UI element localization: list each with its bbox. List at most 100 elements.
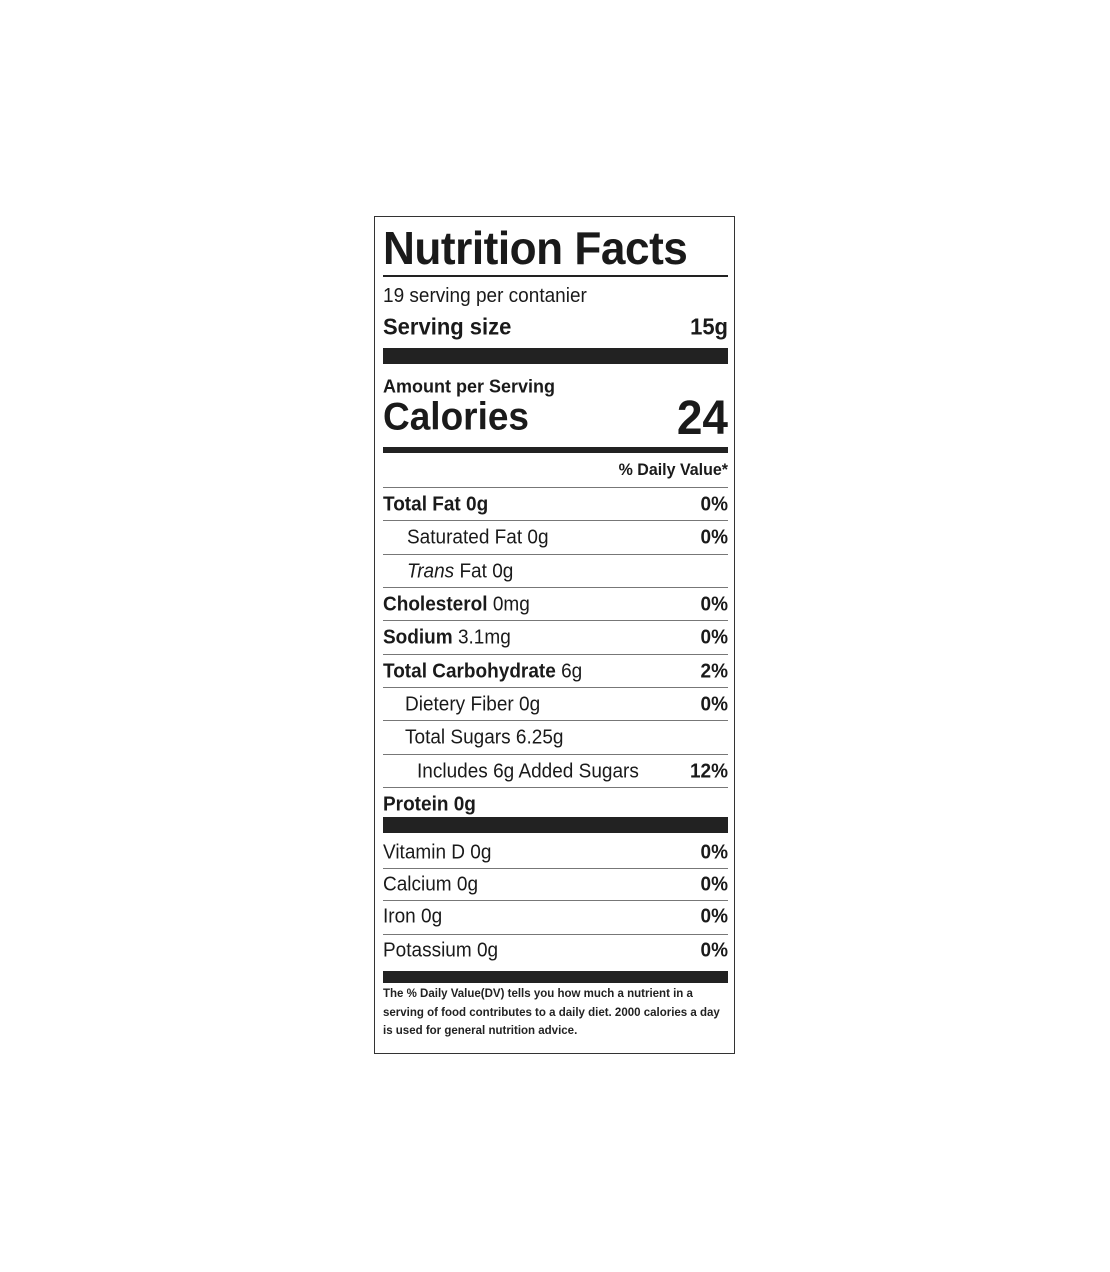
row-divider [383, 787, 728, 788]
vitamin-label: Iron 0g [383, 905, 442, 928]
nutrient-name: Total Carbohydrate [383, 659, 556, 682]
nutrient-label: Cholesterol 0mg [383, 593, 530, 616]
calories-label: Calories [383, 394, 530, 438]
nutrient-amount: 0g [453, 792, 476, 815]
nutrient-row: Includes 6g Added Sugars 12% [383, 755, 728, 788]
nutrient-row: Cholesterol 0mg 0% [383, 588, 728, 621]
footnote: The % Daily Value(DV) tells you how much… [383, 988, 720, 1037]
nutrient-name-italic: Trans [407, 559, 455, 582]
row-divider [383, 620, 728, 621]
nutrient-row: Saturated Fat 0g 0% [383, 521, 728, 554]
row-divider [383, 868, 728, 869]
nutrient-dv: 2% [700, 659, 728, 682]
vitamin-dv: 0% [700, 905, 728, 928]
nutrient-amount: 0g [527, 525, 549, 548]
nutrient-label: Total Carbohydrate 6g [383, 660, 582, 683]
nutrient-amount: 0g [519, 692, 541, 715]
servings-text: 19 serving per contanier [383, 285, 587, 308]
vitamin-name: Vitamin D [383, 841, 466, 864]
daily-value-text: % Daily Value* [618, 461, 728, 480]
vitamin-dv: 0% [700, 939, 728, 962]
vitamin-amount: 0g [456, 873, 479, 896]
vitamin-amount: 0g [470, 841, 492, 864]
nutrient-name: Sodium [383, 625, 453, 648]
serving-size-value: 15g [690, 313, 728, 340]
nutrient-row: Total Fat 0g 0% [383, 488, 728, 521]
calories-row: Calories 24 [383, 390, 728, 445]
nutrient-row: Sodium 3.1mg 0% [383, 621, 728, 654]
nutrient-name: Saturated Fat [407, 525, 523, 548]
vitamin-name: Calcium [383, 873, 452, 896]
serving-size-row: Serving size 15g [383, 312, 728, 341]
nutrient-label: Saturated Fat 0g [407, 526, 549, 549]
row-divider [383, 520, 728, 521]
nutrient-name: Total Fat [383, 492, 461, 515]
row-divider [383, 934, 728, 935]
nutrient-row: Total Sugars 6.25g [383, 721, 728, 754]
nutrient-label: Sodium 3.1mg [383, 626, 511, 649]
nutrient-row: Protein 0g [383, 788, 728, 821]
nutrient-amount: 3.1mg [457, 625, 511, 648]
vitamin-row: Calcium 0g 0% [383, 868, 728, 902]
amount-per-serving: Amount per Serving [383, 373, 728, 398]
nutrient-row: Total Carbohydrate 6g 2% [383, 655, 728, 688]
nutrient-label: Trans Fat 0g [407, 560, 513, 583]
nutrient-dv: 0% [700, 625, 728, 648]
label-title: Nutrition Facts [383, 222, 688, 274]
vitamin-amount: 0g [421, 905, 443, 928]
vitamin-label: Vitamin D 0g [383, 841, 491, 864]
nutrient-name: Dietery Fiber [405, 692, 514, 715]
vitamin-label: Calcium 0g [383, 873, 478, 896]
nutrient-dv: 0% [700, 692, 728, 715]
nutrient-label: Total Sugars 6.25g [405, 726, 563, 749]
nutrient-amount: 0mg [492, 592, 530, 615]
thick-divider [383, 817, 728, 833]
vitamin-name: Potassium [383, 939, 472, 962]
nutrient-dv: 0% [700, 592, 728, 615]
amount-per-serving-text: Amount per Serving [383, 374, 556, 396]
daily-value-header: % Daily Value* [383, 458, 728, 483]
vitamin-row: Potassium 0g 0% [383, 934, 728, 968]
nutrient-amount: 6g [493, 759, 515, 782]
vitamin-dv: 0% [700, 841, 728, 864]
medium-divider [383, 447, 728, 453]
nutrient-dv: 12% [689, 759, 728, 782]
nutrient-name: Fat [459, 559, 487, 582]
nutrient-amount: 6.25g [515, 725, 564, 748]
nutrient-suffix: Added Sugars [518, 759, 639, 782]
vitamin-label: Potassium 0g [383, 939, 498, 962]
nutrient-label: Protein 0g [383, 793, 476, 816]
row-divider [383, 587, 728, 588]
nutrient-dv: 0% [700, 492, 728, 515]
thick-divider [383, 348, 728, 364]
row-divider [383, 554, 728, 555]
row-divider [383, 754, 728, 755]
vitamin-row: Iron 0g 0% [383, 900, 728, 934]
nutrient-amount: 6g [561, 659, 583, 682]
nutrient-row: Dietery Fiber 0g 0% [383, 688, 728, 721]
nutrient-dv: 0% [700, 525, 728, 548]
nutrient-amount: 0g [466, 492, 489, 515]
vitamin-name: Iron [383, 905, 416, 928]
vitamin-dv: 0% [700, 873, 728, 896]
nutrient-label: Includes 6g Added Sugars [417, 760, 639, 783]
calories-value: 24 [676, 389, 728, 445]
vitamin-row: Vitamin D 0g 0% [383, 836, 728, 870]
nutrient-amount: 0g [492, 559, 514, 582]
nutrient-row: Trans Fat 0g [383, 555, 728, 588]
thick-divider [383, 971, 728, 983]
nutrient-label: Total Fat 0g [383, 493, 488, 516]
row-divider [383, 687, 728, 688]
nutrient-name: Protein [383, 792, 449, 815]
nutrition-facts-label: Nutrition Facts 19 serving per contanier… [374, 216, 735, 1054]
nutrient-name: Includes [417, 759, 488, 782]
row-divider [383, 720, 728, 721]
divider [383, 275, 728, 277]
serving-size-label: Serving size [383, 313, 512, 340]
nutrient-name: Total Sugars [405, 725, 511, 748]
row-divider [383, 900, 728, 901]
row-divider [383, 487, 728, 488]
vitamin-amount: 0g [476, 939, 499, 962]
nutrient-name: Cholesterol [383, 592, 488, 615]
